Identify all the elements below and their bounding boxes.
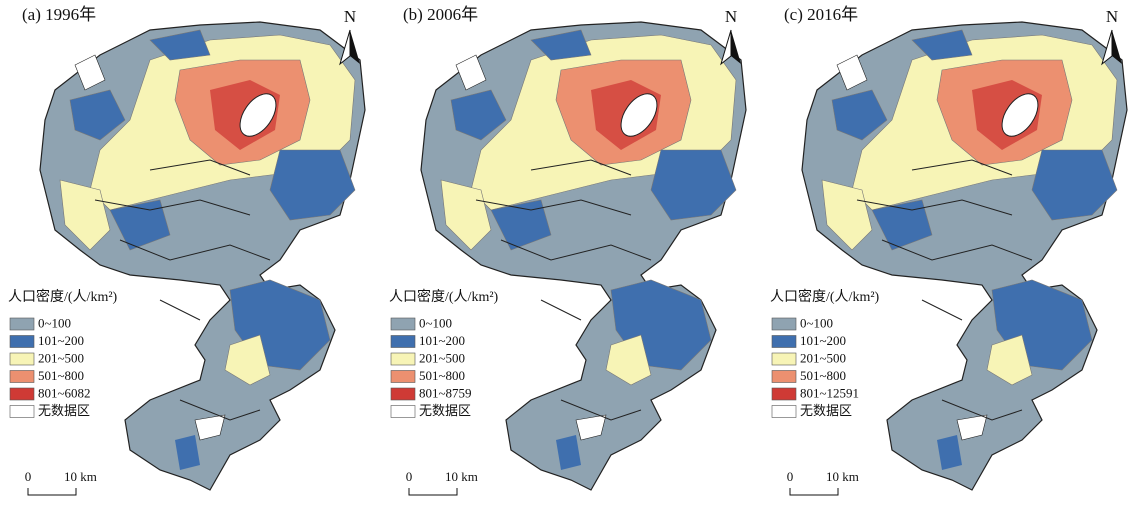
map-shape [40,22,365,490]
north-label: N [725,7,737,26]
legend-swatch [772,336,796,348]
scale-end: 10 km [826,469,859,484]
legend-label: 801~6082 [38,385,91,400]
scale-end: 10 km [64,469,97,484]
legend-swatch [772,388,796,400]
legend-swatch [391,406,415,418]
legend-label: 501~800 [800,368,846,383]
map-panel: (a) 1996年 N 人口密度/(人/km²) 0~100 101~200 201~50… [8,5,365,495]
legend-label: 无数据区 [419,403,471,418]
legend-label: 801~12591 [800,385,859,400]
legend-swatch [391,388,415,400]
legend-label: 501~800 [419,368,465,383]
legend-label: 无数据区 [800,403,852,418]
legend-swatch [772,406,796,418]
legend-label: 501~800 [38,368,84,383]
legend-label: 101~200 [800,333,846,348]
scale-bar [409,488,457,495]
legend-swatch [10,371,34,383]
legend-swatch [391,353,415,365]
legend-label: 801~8759 [419,385,472,400]
legend-label: 无数据区 [38,403,90,418]
panel-title: (a) 1996年 [22,5,96,24]
legend-swatch [772,353,796,365]
legend-swatch [10,353,34,365]
scale-start: 0 [787,469,794,484]
map-shape [802,22,1127,490]
legend-label: 101~200 [419,333,465,348]
legend-label: 0~100 [38,315,71,330]
legend-title: 人口密度/(人/km²) [8,288,118,305]
legend-label: 0~100 [800,315,833,330]
scale-bar [28,488,76,495]
north-label: N [344,7,356,26]
legend-swatch [391,371,415,383]
map-panel: (b) 2006年 N 人口密度/(人/km²) 0~100 101~200 201~50… [389,5,746,495]
north-label: N [1106,7,1118,26]
scale-start: 0 [25,469,32,484]
legend-swatch [10,388,34,400]
legend-title: 人口密度/(人/km²) [389,288,499,305]
map-shape [421,22,746,490]
legend-swatch [10,336,34,348]
legend-swatch [10,318,34,330]
scale-end: 10 km [445,469,478,484]
map-panel: (c) 2016年 N 人口密度/(人/km²) 0~100 101~200 201~50… [770,5,1127,495]
legend-swatch [391,336,415,348]
legend-swatch [772,318,796,330]
scale-start: 0 [406,469,413,484]
figure: (a) 1996年 N 人口密度/(人/km²) 0~100 101~200 201~50… [0,0,1142,508]
legend-label: 201~500 [419,350,465,365]
legend-label: 201~500 [38,350,84,365]
legend-label: 0~100 [419,315,452,330]
legend-label: 201~500 [800,350,846,365]
panel-title: (c) 2016年 [784,5,858,24]
legend-label: 101~200 [38,333,84,348]
legend-swatch [772,371,796,383]
legend-swatch [10,406,34,418]
panel-title: (b) 2006年 [403,5,478,24]
scale-bar [790,488,838,495]
legend-title: 人口密度/(人/km²) [770,288,880,305]
legend-swatch [391,318,415,330]
